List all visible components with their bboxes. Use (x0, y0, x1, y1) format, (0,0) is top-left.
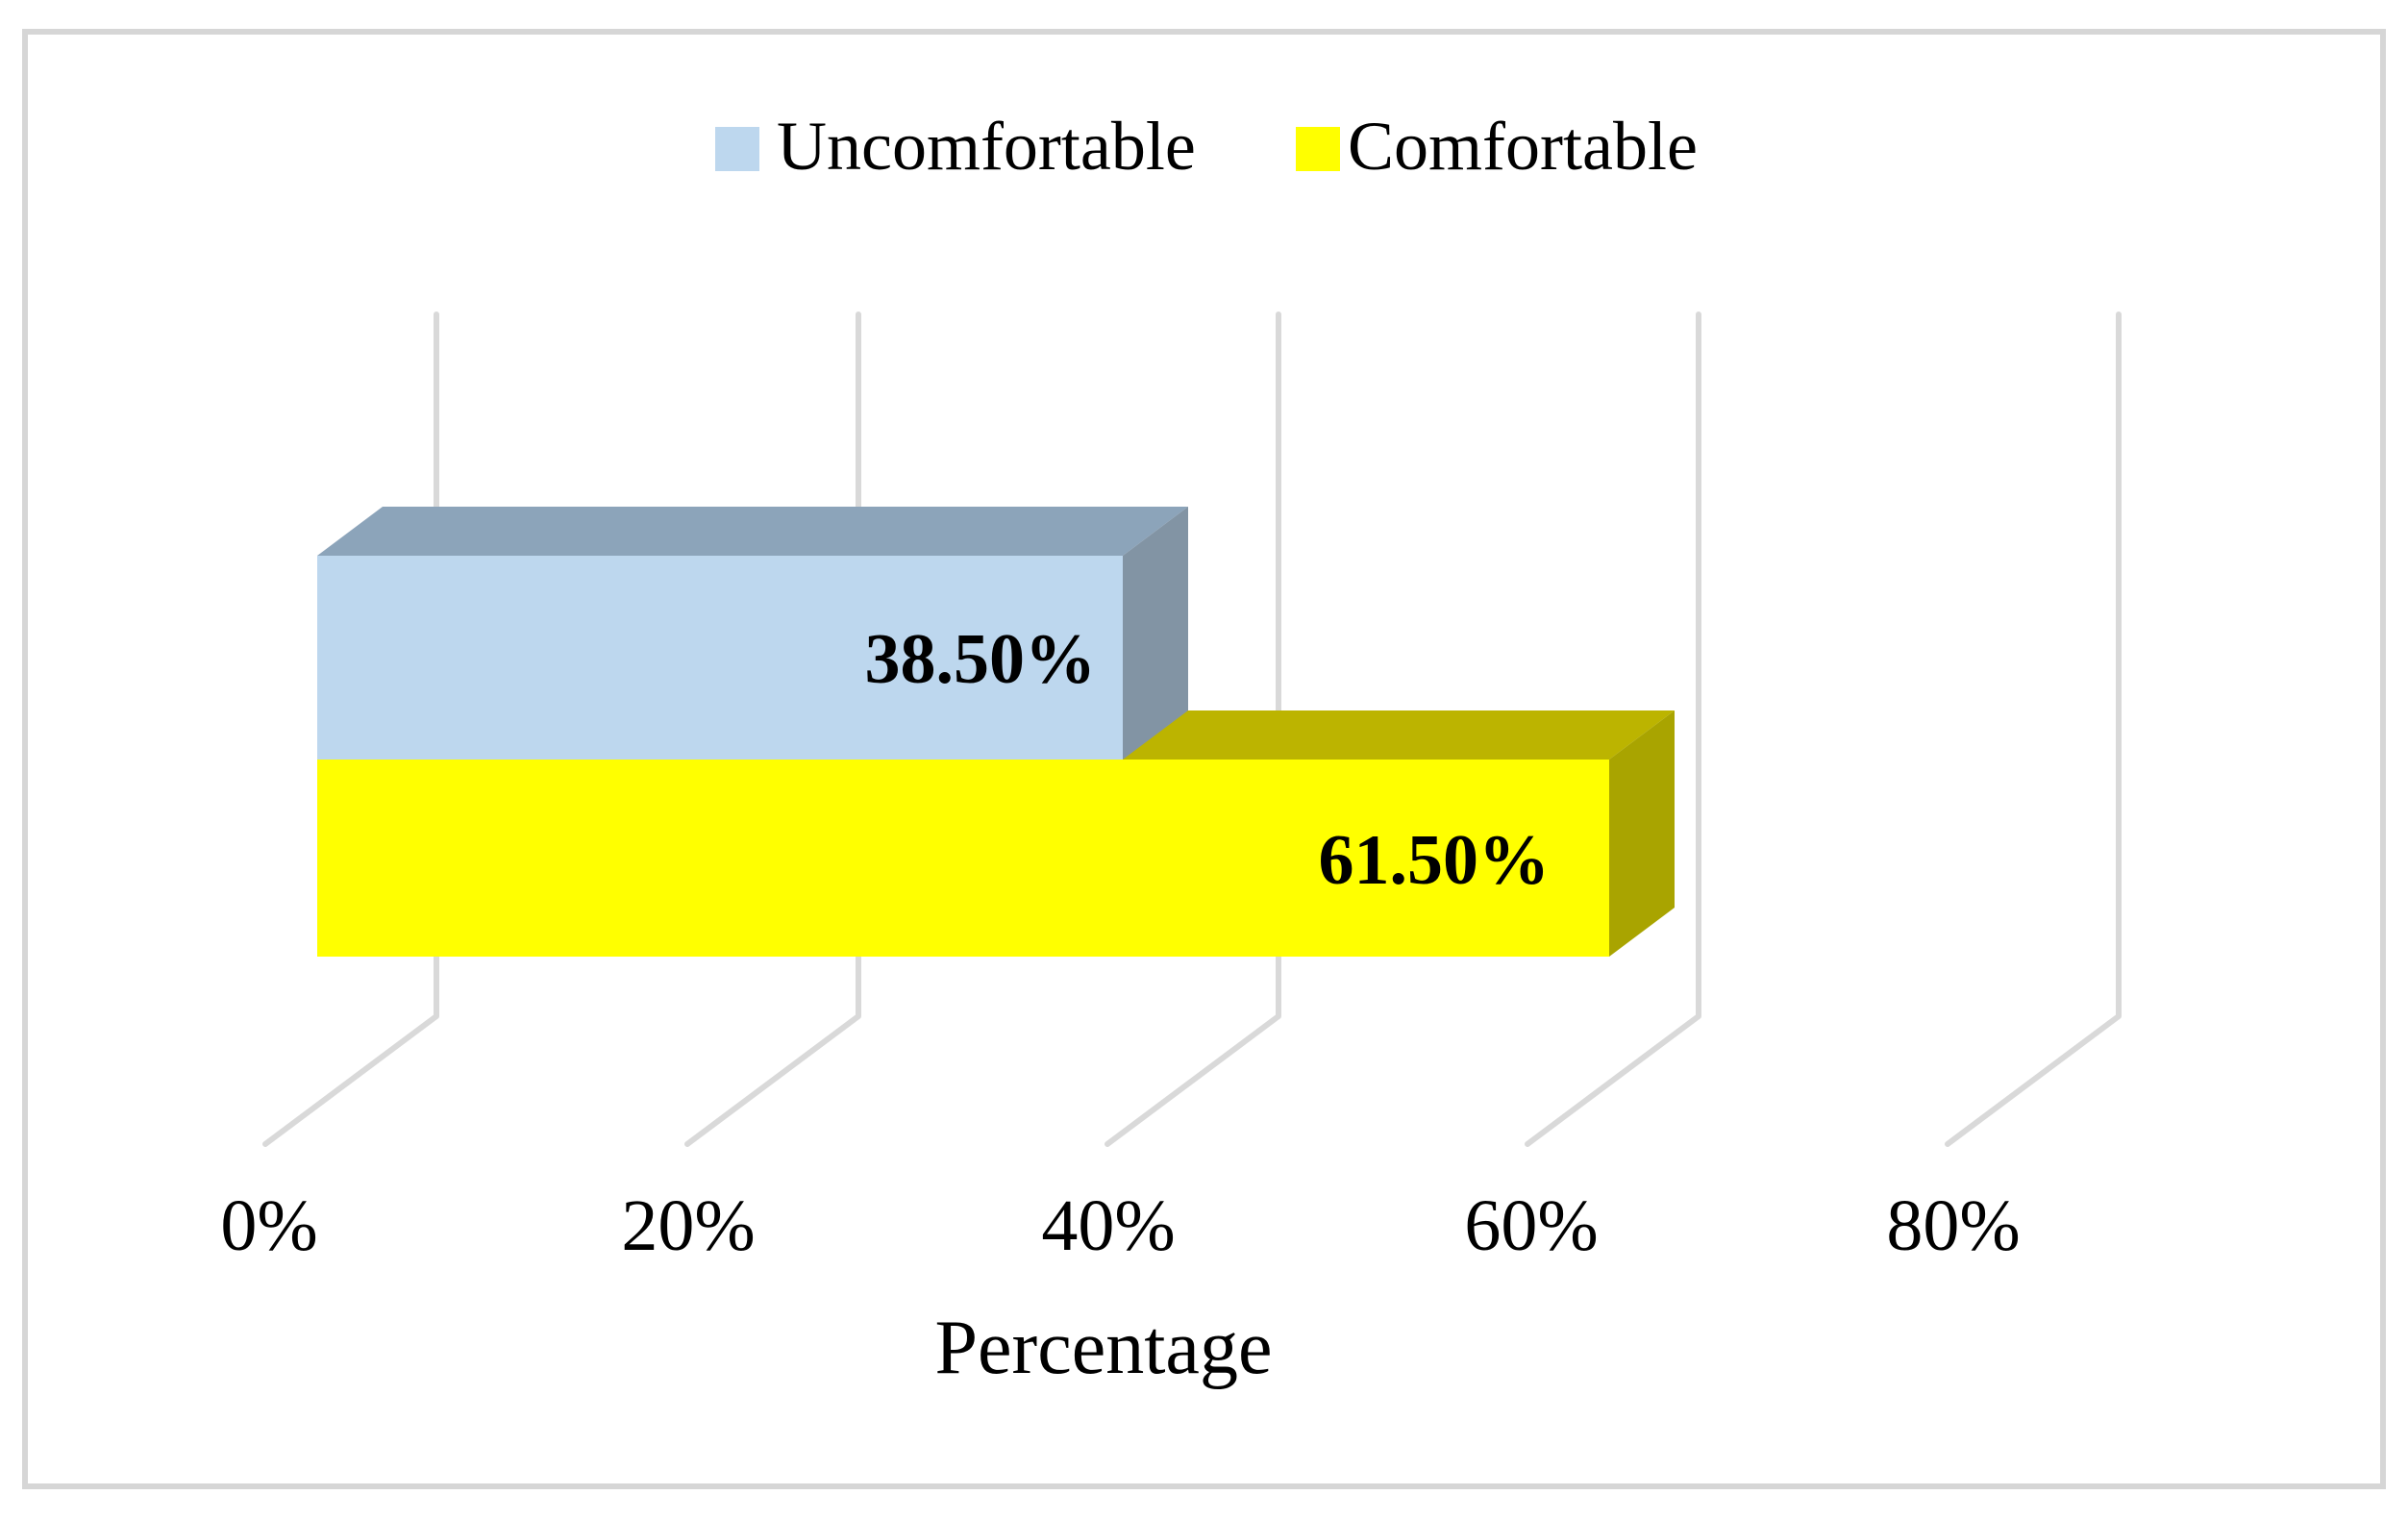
gridline-80 (1945, 311, 2122, 1147)
bar-uncomfortable-side-face (1123, 507, 1188, 760)
legend: Uncomfortable Comfortable (715, 108, 1698, 185)
tick-label-0: 0% (220, 1185, 317, 1266)
bar-comfortable-front-face (317, 760, 1609, 957)
tick-label-60: 60% (1464, 1185, 1598, 1266)
legend-swatch-uncomfortable (715, 127, 759, 171)
bar-uncomfortable-data-label: 38.50% (865, 620, 1097, 699)
x-axis-tick-labels: 0% 20% 40% 60% 80% (220, 1185, 2020, 1266)
bar-uncomfortable-front-face (317, 556, 1123, 760)
gridline-60 (1525, 311, 1701, 1147)
legend-label-uncomfortable: Uncomfortable (777, 108, 1196, 185)
tick-label-40: 40% (1041, 1185, 1175, 1266)
tick-label-80: 80% (1886, 1185, 2020, 1266)
bar-uncomfortable-top-face (317, 507, 1188, 556)
legend-label-comfortable: Comfortable (1348, 108, 1698, 185)
bar-comfortable-data-label: 61.50% (1319, 821, 1551, 900)
tick-label-20: 20% (621, 1185, 755, 1266)
bar-comfortable-side-face (1609, 710, 1675, 957)
x-axis-title: Percentage (935, 1306, 1273, 1390)
gridline-40 (1105, 311, 1281, 1147)
bar-uncomfortable: 38.50% (317, 507, 1188, 760)
figure-border (22, 29, 2386, 1489)
legend-swatch-comfortable (1296, 127, 1340, 171)
